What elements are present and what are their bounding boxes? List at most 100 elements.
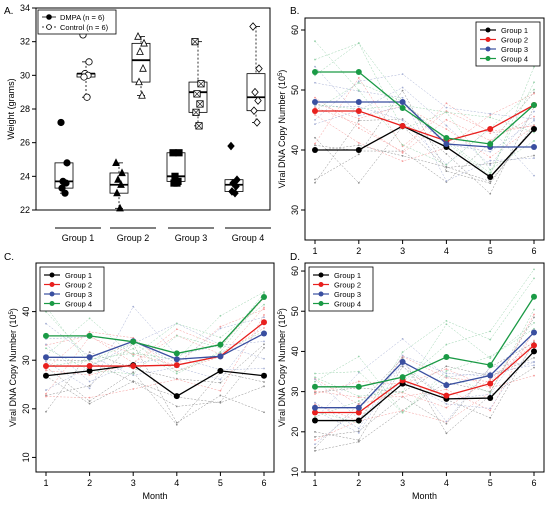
- subject-point: [357, 119, 360, 122]
- series-point: [86, 332, 93, 339]
- subject-point: [489, 192, 492, 195]
- subject-line: [314, 128, 535, 182]
- subject-line: [45, 327, 265, 376]
- legend-marker: [49, 282, 55, 287]
- series-line: [46, 296, 265, 355]
- series-group-3: [312, 329, 537, 411]
- subject-line: [45, 292, 265, 375]
- subject-point: [357, 42, 360, 44]
- subject-point: [445, 128, 448, 131]
- data-point: [139, 64, 147, 72]
- subject-point: [401, 160, 404, 163]
- legend-label: Control (n = 6): [60, 23, 109, 32]
- subject-point: [219, 314, 222, 317]
- series-point: [355, 383, 362, 390]
- legend-marker: [485, 56, 491, 61]
- subject-point: [314, 106, 316, 109]
- series-point: [312, 383, 318, 390]
- subject-line: [45, 306, 265, 389]
- subject-point: [45, 360, 47, 363]
- box-dmpa: [224, 141, 244, 198]
- y-tick-label: 30: [290, 205, 300, 215]
- subject-point: [401, 391, 404, 394]
- panel-c: C. 10 20 30 40 1 2 3 4 5 6 Month Viral DNA Copy Numb…: [4, 252, 275, 501]
- subject-point: [533, 119, 535, 122]
- subject-line: [314, 309, 535, 414]
- data-point: [134, 32, 142, 40]
- subject-point: [357, 153, 360, 156]
- subject-point: [88, 359, 91, 362]
- subject-line: [314, 278, 535, 424]
- subject-point: [132, 352, 135, 355]
- legend-marker: [318, 301, 324, 306]
- legend-marker: [318, 282, 324, 287]
- data-point: [136, 47, 144, 55]
- series-point: [173, 356, 180, 363]
- subject-point: [357, 42, 360, 45]
- series-point: [487, 380, 494, 387]
- subject-point: [445, 106, 448, 109]
- legend-label: Group 1: [501, 26, 528, 35]
- data-point: [118, 168, 126, 177]
- series-point: [487, 372, 494, 379]
- series-point: [399, 105, 406, 111]
- subject-point: [445, 170, 448, 173]
- subject-point: [489, 180, 492, 183]
- series-point: [217, 353, 224, 360]
- subject-line: [314, 343, 535, 441]
- legend-marker: [46, 24, 52, 30]
- subject-point: [314, 65, 316, 68]
- y-tick-label: 10: [290, 467, 300, 477]
- data-point: [83, 93, 91, 101]
- series-point: [443, 135, 450, 141]
- series-point: [261, 319, 267, 326]
- subject-point: [533, 308, 535, 311]
- subject-point: [401, 337, 404, 340]
- legend-marker: [485, 46, 491, 52]
- subject-point: [219, 400, 222, 403]
- legend-marker: [318, 291, 324, 297]
- box-control: [188, 38, 208, 130]
- subject-point: [533, 81, 535, 84]
- subject-line: [314, 105, 535, 176]
- y-tick-label: 50: [290, 85, 300, 95]
- subject-line: [45, 291, 265, 360]
- subject-point: [445, 181, 448, 183]
- data-point: [254, 96, 262, 105]
- subject-line: [314, 368, 535, 395]
- data-point: [113, 188, 121, 197]
- subject-point: [88, 317, 91, 320]
- subject-point: [445, 375, 448, 378]
- subject-point: [219, 350, 222, 353]
- subject-point: [45, 395, 47, 398]
- subject-point: [445, 403, 448, 405]
- series-point: [487, 141, 494, 147]
- subject-line: [314, 342, 535, 438]
- series-point: [531, 329, 537, 336]
- data-point: [138, 90, 146, 99]
- series-point: [531, 293, 537, 300]
- series-point: [130, 338, 137, 345]
- series-line: [315, 350, 535, 422]
- box-dmpa: [54, 118, 74, 197]
- data-point-cross: [196, 100, 204, 108]
- subject-point: [88, 374, 91, 376]
- series-point: [399, 99, 406, 105]
- legend-label: Group 1: [334, 271, 361, 280]
- y-tick-label: 24: [20, 171, 30, 181]
- subject-point: [533, 277, 535, 280]
- x-tick-label: 4: [444, 246, 449, 256]
- subject-point: [314, 142, 316, 145]
- subject-point: [533, 92, 535, 95]
- y-axis-label: Viral DNA Copy Number (105): [8, 308, 18, 427]
- series-point: [443, 354, 450, 361]
- subject-line: [314, 322, 535, 397]
- data-point: [231, 188, 239, 198]
- series-point: [312, 409, 318, 416]
- subject-line: [314, 90, 535, 184]
- x-tick-label: 5: [488, 246, 493, 256]
- y-tick-label: 40: [290, 346, 300, 356]
- subject-line: [314, 361, 535, 445]
